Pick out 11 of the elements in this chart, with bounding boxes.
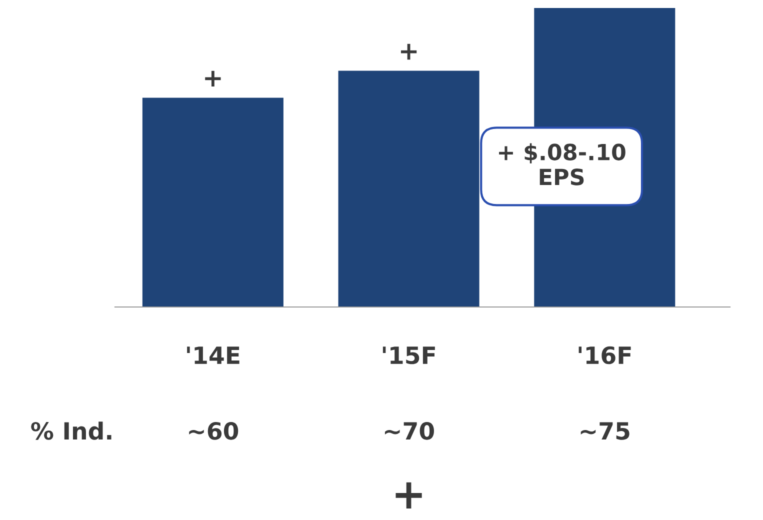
text: % Ind. — [31, 422, 112, 440]
x-tick-label: '16F — [578, 346, 631, 364]
text: ~70 — [384, 422, 434, 440]
annotation: + $.08-.10 EPS — [499, 143, 626, 186]
x-tick-label: '15F — [382, 346, 435, 364]
annotation: + — [205, 70, 221, 87]
text: ~75 — [580, 422, 630, 440]
x-tick-label: '14E — [187, 346, 240, 364]
annotation: + — [400, 44, 417, 60]
text: + — [396, 482, 422, 508]
text: ~60 — [189, 422, 238, 440]
